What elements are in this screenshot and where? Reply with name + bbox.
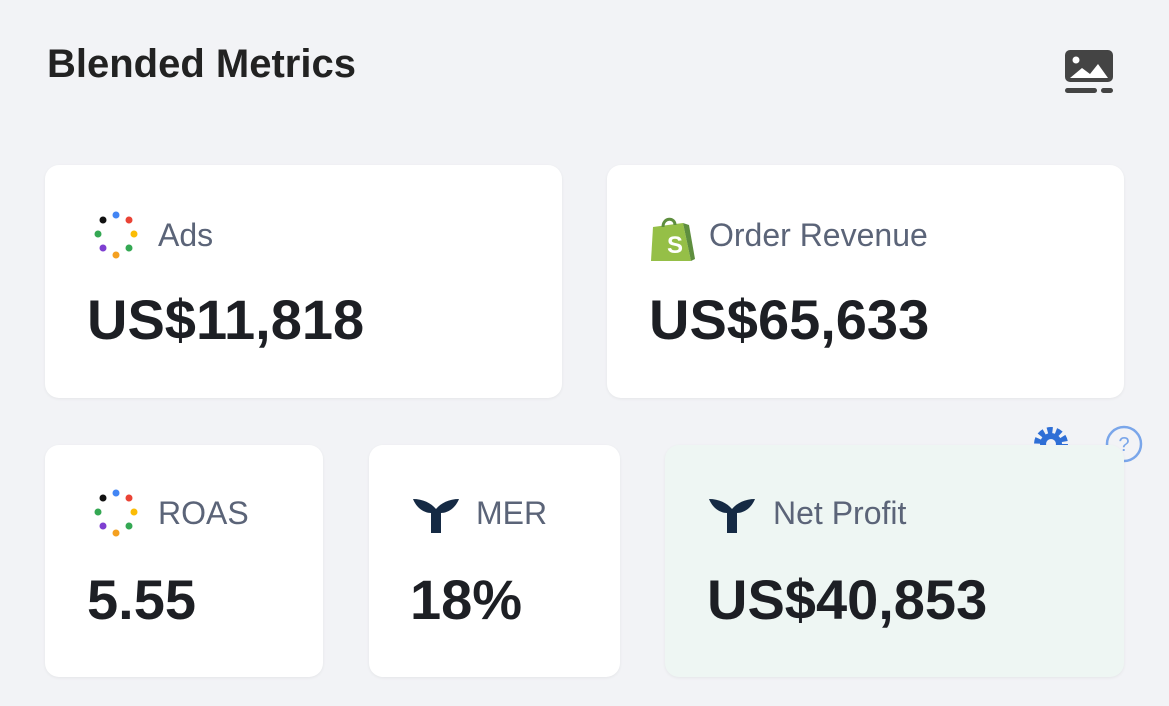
card-ads: Ads US$11,818 [45, 165, 562, 398]
display-icon[interactable] [1062, 48, 1116, 98]
card-label: Ads [158, 217, 214, 253]
svg-text:?: ? [1118, 434, 1129, 456]
card-label: ROAS [158, 495, 249, 531]
card-label: MER [476, 495, 548, 531]
card-label: Net Profit [773, 495, 907, 531]
ads-icon [94, 489, 138, 537]
shopify-icon: S [651, 217, 695, 261]
card-label: Order Revenue [709, 217, 928, 253]
card-value: US$40,853 [707, 568, 988, 631]
help-icon[interactable]: ? [1104, 424, 1144, 464]
card-value: US$11,818 [87, 288, 365, 351]
card-roas: ROAS 5.55 [45, 445, 323, 677]
card-value: US$65,633 [649, 288, 930, 351]
triplewhale-icon [709, 499, 755, 533]
card-revenue: S Order Revenue US$65,633 [607, 165, 1124, 398]
ads-icon [94, 211, 138, 259]
card-net-profit: Net Profit US$40,853 [665, 445, 1124, 677]
svg-text:S: S [667, 232, 683, 259]
triplewhale-icon [413, 499, 459, 533]
card-value: 5.55 [87, 568, 196, 631]
title: Blended Metrics [47, 42, 356, 86]
card-value: 18% [410, 568, 523, 631]
card-mer: MER 18% [369, 445, 620, 677]
